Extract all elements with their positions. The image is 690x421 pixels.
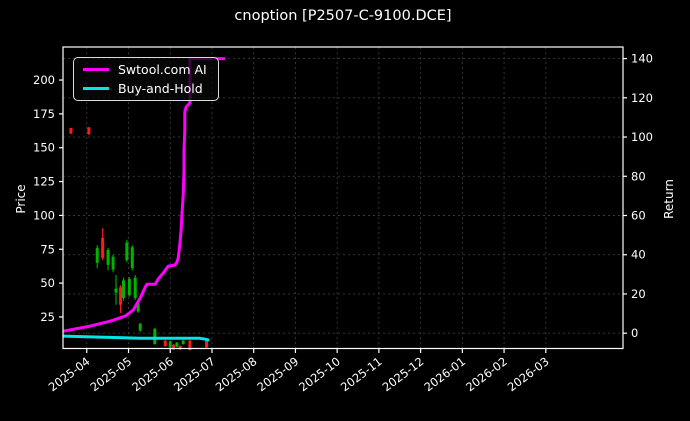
tick-label-return: 60 <box>631 209 646 223</box>
candle-body <box>172 344 176 350</box>
legend-line-swatch-buyhold <box>83 87 109 90</box>
tick-label-date: 2026-03 <box>505 354 552 394</box>
candle-body <box>127 279 131 296</box>
tick-label-date: 2025-11 <box>338 354 385 394</box>
candle-body <box>205 338 209 348</box>
chart-title: cnoption [P2507-C-9100.DCE] <box>234 8 452 24</box>
candle-body <box>106 249 110 265</box>
gridlines <box>63 47 623 349</box>
legend-item-ai: Swtool.com AI <box>83 62 218 77</box>
legend: Swtool.com AI Buy-and-Hold <box>73 57 219 101</box>
tick-label-return: 0 <box>631 326 638 340</box>
candle-body <box>130 247 134 269</box>
legend-line-swatch-ai <box>83 68 109 71</box>
tick-label-return: 120 <box>631 91 653 105</box>
tick-label-price: 150 <box>33 141 55 155</box>
series-line-1 <box>62 334 210 342</box>
tick-label-date: 2025-08 <box>213 354 260 394</box>
tick-label-date: 2025-10 <box>296 354 343 394</box>
tick-label-date: 2025-07 <box>171 354 218 394</box>
candle-body <box>178 346 182 350</box>
candle-body <box>119 287 123 305</box>
tick-label-date: 2025-04 <box>46 354 93 394</box>
legend-item-buyhold: Buy-and-Hold <box>83 81 218 96</box>
candle-body <box>188 340 192 351</box>
candle-body <box>95 247 99 263</box>
candle-body <box>163 340 167 347</box>
candle-body <box>133 277 137 299</box>
candle-body <box>181 340 185 345</box>
tick-label-return: 140 <box>631 52 653 66</box>
candle-body <box>136 303 140 312</box>
tick-label-date: 2026-02 <box>463 354 510 394</box>
legend-label-buyhold: Buy-and-Hold <box>118 81 203 96</box>
candle-body <box>125 242 129 261</box>
candle-body <box>114 288 118 293</box>
tick-label-date: 2025-06 <box>129 354 176 394</box>
tick-label-price: 25 <box>40 310 55 324</box>
candle-body <box>87 127 91 135</box>
tick-label-date: 2026-01 <box>421 354 468 394</box>
tick-label-return: 100 <box>631 130 653 144</box>
candle-body <box>111 256 115 270</box>
legend-label-ai: Swtool.com AI <box>118 62 207 77</box>
candle-body <box>138 323 142 331</box>
candle-body <box>175 342 179 347</box>
tick-label-price: 100 <box>33 208 55 222</box>
candle-body <box>153 329 157 345</box>
candle-body <box>69 128 73 134</box>
tick-label-date: 2025-12 <box>380 354 427 394</box>
tick-label-date: 2025-05 <box>88 354 135 394</box>
series-line-0 <box>62 57 225 333</box>
tick-label-price: 200 <box>33 73 55 87</box>
candlesticks <box>69 127 209 351</box>
line-series <box>62 57 225 342</box>
tick-label-price: 50 <box>40 276 55 290</box>
tick-label-date: 2025-09 <box>254 354 301 394</box>
tick-label-return: 20 <box>631 287 646 301</box>
tick-label-price: 125 <box>33 175 55 189</box>
candle-body <box>122 280 126 299</box>
plot-spines <box>62 46 624 350</box>
candle-body <box>168 341 172 348</box>
tick-label-price: 75 <box>40 242 55 256</box>
tick-label-return: 40 <box>631 248 646 262</box>
tick-label-return: 80 <box>631 169 646 183</box>
tick-label-price: 175 <box>33 107 55 121</box>
candle-body <box>101 237 105 259</box>
